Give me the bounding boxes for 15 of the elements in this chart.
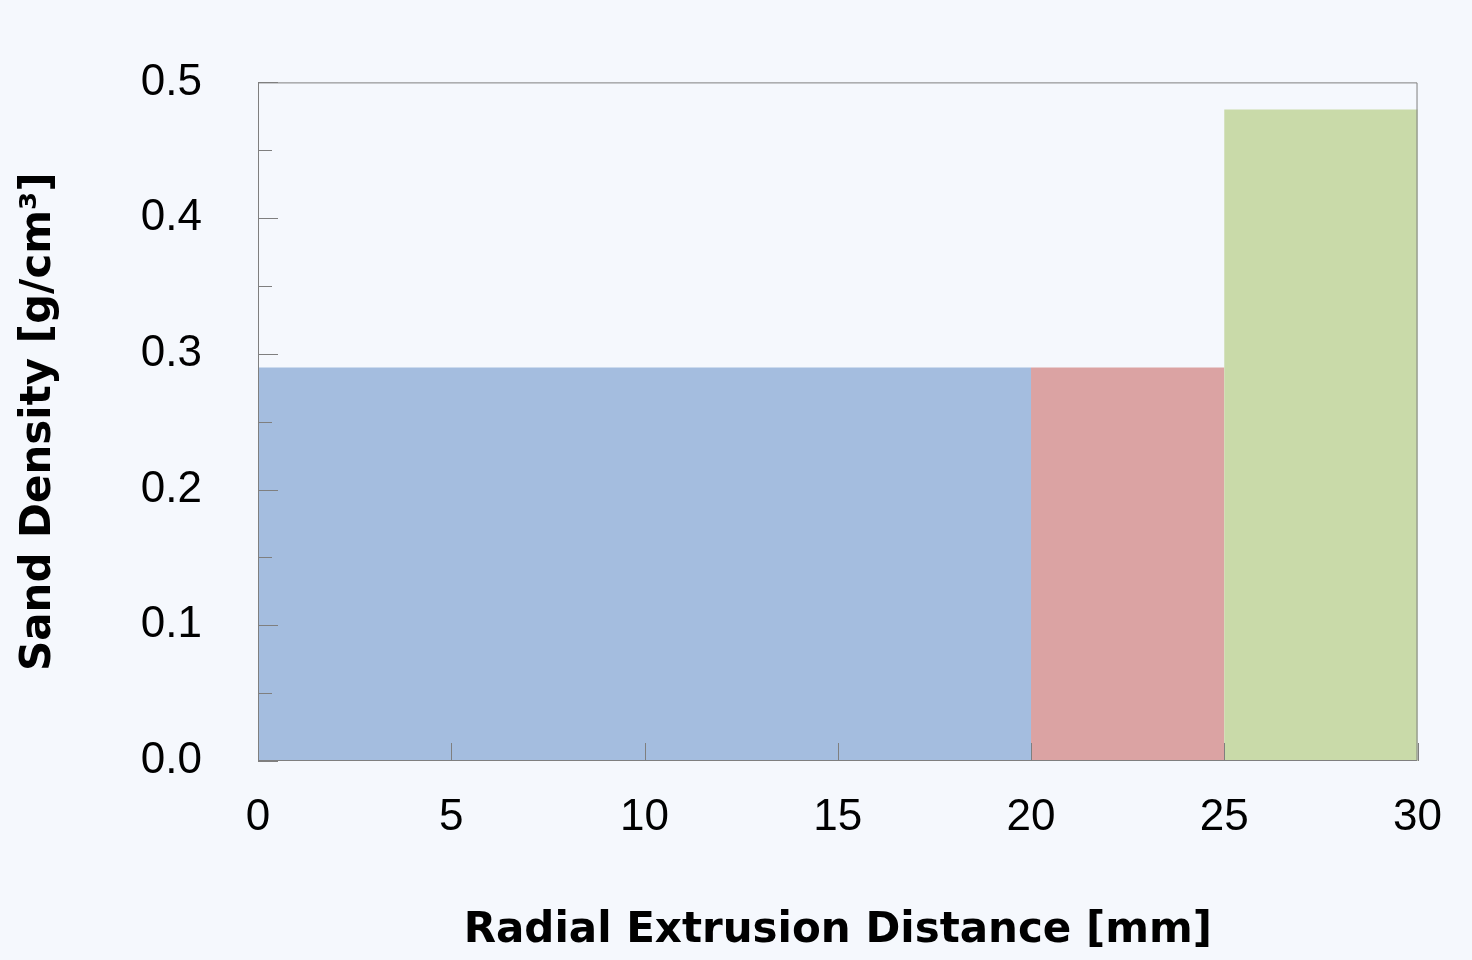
- y-tick-label: 0.5: [140, 54, 202, 104]
- y-tick-label: 0.0: [140, 733, 202, 783]
- x-tick-label: 30: [1393, 789, 1443, 839]
- y-tick-label: 0.1: [140, 597, 202, 647]
- x-tick-label: 5: [439, 789, 464, 839]
- x-tick-label: 15: [813, 789, 863, 839]
- y-tick-label: 0.3: [140, 325, 202, 375]
- x-axis-title: Radial Extrusion Distance [mm]: [463, 902, 1212, 952]
- y-tick-label: 0.2: [140, 461, 202, 511]
- y-axis-title: Sand Density [g/cm³]: [11, 172, 61, 672]
- x-tick-label: 0: [245, 789, 271, 839]
- x-tick-label: 20: [1006, 789, 1056, 839]
- x-tick-label: 10: [620, 789, 669, 839]
- y-tick-label: 0.4: [140, 190, 202, 240]
- x-tick-label: 25: [1199, 789, 1249, 839]
